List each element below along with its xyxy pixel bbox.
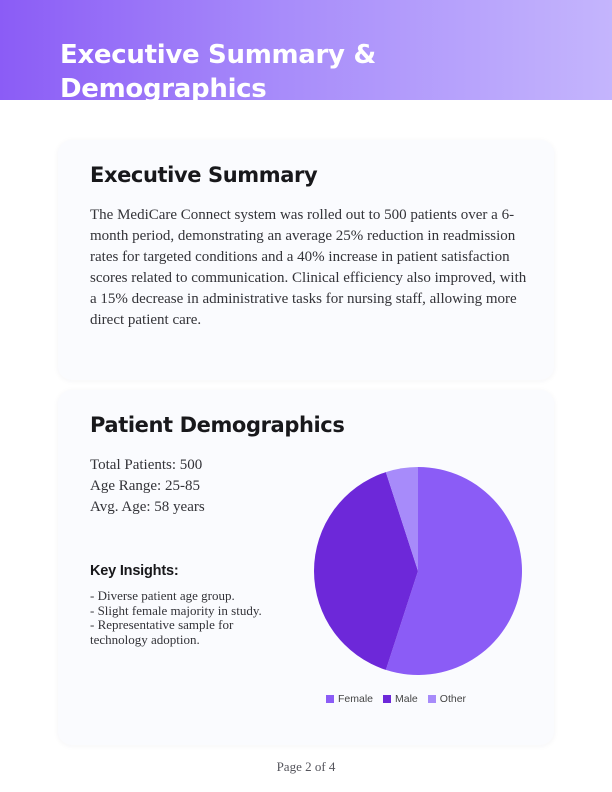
page-header: Executive Summary & Demographics: [0, 0, 612, 100]
legend-label: Male: [395, 693, 418, 705]
key-insights-list: - Diverse patient age group. - Slight fe…: [90, 588, 290, 647]
page-number: Page 2 of 4: [276, 759, 336, 774]
legend-item-male: Male: [383, 693, 418, 705]
pie-slice-female: [385, 467, 522, 675]
insight-item: - Diverse patient age group.: [90, 588, 235, 603]
legend-swatch: [383, 695, 392, 703]
patient-demographics-card: Patient Demographics Total Patients: 500…: [58, 390, 554, 745]
key-insights-heading: Key Insights:: [90, 563, 179, 579]
legend-item-other: Other: [427, 693, 467, 705]
stat-age-range: Age Range: 25-85: [90, 478, 200, 494]
insight-item: - Representative sample for technology a…: [90, 617, 234, 647]
legend-swatch: [427, 695, 436, 703]
insight-item: - Slight female majority in study.: [90, 602, 262, 618]
pie-slice-other: [385, 467, 418, 571]
executive-summary-card: Executive Summary The MediCare Connect s…: [58, 140, 554, 380]
legend-item-female: Female: [326, 693, 373, 705]
gender-pie-chart: [313, 467, 522, 675]
legend-label: Other: [439, 693, 467, 705]
stat-avg-age: Avg. Age: 58 years: [90, 499, 205, 515]
legend-swatch: [326, 695, 334, 703]
stat-total-patients: Total Patients: 500: [90, 457, 203, 473]
page-title: Executive Summary & Demographics: [60, 40, 376, 100]
legend-label: Female: [338, 693, 374, 705]
pie-slice-male: [313, 472, 418, 670]
demographic-stats: Total Patients: 500 Age Range: 25-85 Avg…: [90, 455, 205, 518]
executive-summary-heading: Executive Summary: [90, 163, 318, 187]
patient-demographics-heading: Patient Demographics: [90, 413, 345, 437]
executive-summary-text: The MediCare Connect system was rolled o…: [90, 207, 527, 328]
chart-legend: Female Male Other: [326, 693, 466, 705]
